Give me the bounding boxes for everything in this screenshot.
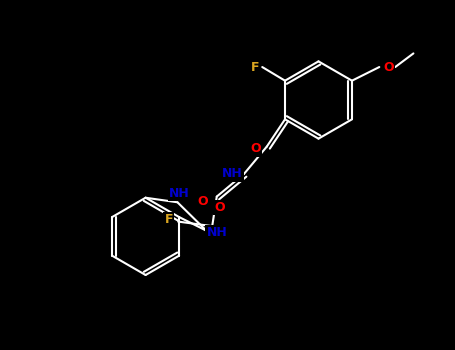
Text: NH: NH [207, 226, 227, 239]
Text: NH: NH [169, 187, 190, 200]
Text: O: O [250, 142, 261, 155]
Text: O: O [214, 201, 224, 214]
Text: NH: NH [222, 167, 243, 180]
Text: O: O [198, 195, 208, 208]
Text: F: F [251, 61, 260, 74]
Text: O: O [383, 61, 394, 74]
Text: F: F [165, 213, 173, 226]
